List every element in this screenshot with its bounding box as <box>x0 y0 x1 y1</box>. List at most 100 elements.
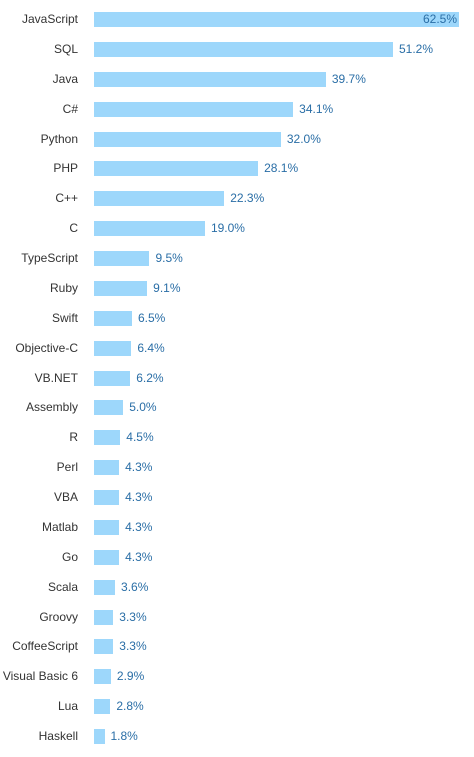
bar-row: Ruby 9.1% <box>0 279 474 297</box>
bar-row: CoffeeScript 3.3% <box>0 637 474 655</box>
category-label: Ruby <box>49 280 78 295</box>
value-label: 4.3% <box>125 519 153 534</box>
bar <box>94 579 116 595</box>
bar-row: Swift 6.5% <box>0 309 474 327</box>
category-label: C++ <box>55 191 78 206</box>
bar-row: C++ 22.3% <box>0 189 474 207</box>
value-label: 4.5% <box>126 430 154 445</box>
category-label: PHP <box>53 161 78 176</box>
bar-row: Python 32.0% <box>0 130 474 148</box>
category-label: JavaScript <box>21 12 78 26</box>
value-label: 62.5% <box>423 12 458 26</box>
bar-row: JavaScript 62.5% <box>0 10 474 28</box>
category-label: Matlab <box>41 519 78 534</box>
category-label: Haskell <box>38 729 78 743</box>
category-label: VBA <box>53 490 78 504</box>
value-label: 4.3% <box>125 490 153 504</box>
bar <box>94 370 131 386</box>
bar <box>94 519 120 535</box>
bar <box>94 191 225 207</box>
value-label: 3.3% <box>119 609 147 624</box>
bar-row: PHP 28.1% <box>0 159 474 177</box>
category-label: Groovy <box>39 609 78 624</box>
value-label: 4.3% <box>125 549 153 564</box>
value-label: 3.6% <box>121 579 149 594</box>
bar <box>94 460 120 476</box>
bar-row: Matlab 4.3% <box>0 518 474 536</box>
value-label: 28.1% <box>264 161 299 176</box>
bar <box>94 430 121 446</box>
bar <box>94 161 259 177</box>
value-label: 2.8% <box>116 699 144 714</box>
category-label: Lua <box>57 699 78 714</box>
bar-row: VB.NET 6.2% <box>0 369 474 387</box>
value-label: 1.8% <box>110 729 138 743</box>
category-label: Go <box>61 549 78 564</box>
category-label: Swift <box>51 310 78 325</box>
value-label: 4.3% <box>125 460 153 475</box>
bar <box>94 699 111 715</box>
value-label: 22.3% <box>230 191 265 206</box>
bar <box>94 400 124 416</box>
category-label: Scala <box>47 579 78 594</box>
category-label: C <box>69 221 78 236</box>
bar-row: C 19.0% <box>0 219 474 237</box>
bar <box>94 609 114 625</box>
value-label: 3.3% <box>119 639 147 654</box>
bar <box>94 251 150 266</box>
category-label: Perl <box>56 460 78 475</box>
category-label: TypeScript <box>21 251 78 265</box>
bar <box>94 71 326 87</box>
category-label: VB.NET <box>34 370 78 385</box>
bar-row: Java 39.7% <box>0 70 474 88</box>
bar-row: TypeScript 9.5% <box>0 249 474 267</box>
bar <box>94 729 105 744</box>
bar-row: SQL 51.2% <box>0 40 474 58</box>
value-label: 51.2% <box>399 41 434 56</box>
bar <box>94 549 120 565</box>
value-label: 6.5% <box>137 310 166 325</box>
bar <box>94 221 205 237</box>
category-label: Java <box>52 71 78 86</box>
bar-row: Assembly 5.0% <box>0 398 474 416</box>
bar <box>94 280 148 296</box>
value-label: 6.4% <box>137 340 165 355</box>
bar-row: C# 34.1% <box>0 100 474 118</box>
bar <box>94 490 120 505</box>
bar-row: Objective-C 6.4% <box>0 339 474 357</box>
category-label: R <box>69 430 78 445</box>
category-label: C# <box>62 101 78 116</box>
bar-row: Go 4.3% <box>0 548 474 566</box>
value-label: 32.0% <box>286 131 321 146</box>
bar <box>94 131 281 147</box>
value-label: 6.2% <box>136 370 164 385</box>
value-label: 9.1% <box>153 280 181 295</box>
bar <box>94 101 294 117</box>
bar-row: VBA 4.3% <box>0 488 474 506</box>
bar <box>94 12 459 27</box>
value-label: 39.7% <box>331 71 366 86</box>
bar-row: Perl 4.3% <box>0 458 474 476</box>
bar-row: R 4.5% <box>0 428 474 446</box>
bar-row: Groovy 3.3% <box>0 608 474 626</box>
category-label: Objective-C <box>15 340 78 355</box>
bar <box>94 669 111 685</box>
category-label: Visual Basic 6 <box>2 669 78 684</box>
value-label: 5.0% <box>129 400 157 415</box>
category-label: SQL <box>53 41 78 56</box>
value-label: 34.1% <box>299 101 334 116</box>
bar-row: Scala 3.6% <box>0 578 474 596</box>
category-label: Python <box>40 131 78 146</box>
bar <box>94 310 132 326</box>
value-label: 2.9% <box>116 669 145 684</box>
bar <box>94 639 114 655</box>
bar-row: Visual Basic 6 2.9% <box>0 667 474 685</box>
category-label: Assembly <box>25 400 78 415</box>
bar <box>94 41 393 57</box>
category-label: CoffeeScript <box>12 639 78 654</box>
value-label: 9.5% <box>155 251 183 265</box>
bar-row: Lua 2.8% <box>0 697 474 715</box>
value-label: 19.0% <box>210 221 245 236</box>
bar-row: Haskell 1.8% <box>0 727 474 745</box>
